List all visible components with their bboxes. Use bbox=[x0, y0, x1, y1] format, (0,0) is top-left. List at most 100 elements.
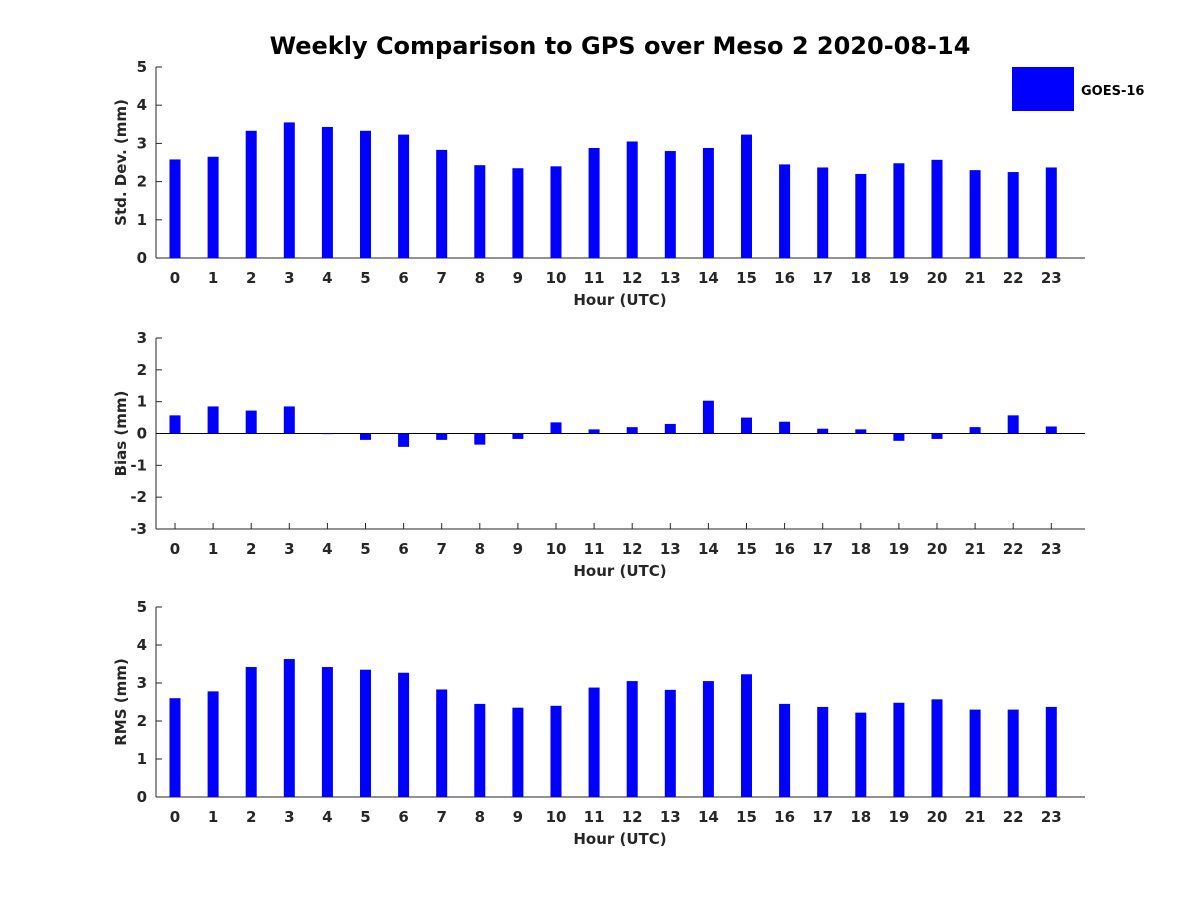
x-tick-label: 4 bbox=[322, 540, 332, 558]
legend-label: GOES-16 bbox=[1081, 84, 1144, 99]
bar bbox=[207, 156, 219, 258]
y-axis-label: RMS (mm) bbox=[112, 658, 130, 745]
x-tick-label: 17 bbox=[812, 808, 833, 826]
x-tick-label: 8 bbox=[475, 269, 485, 287]
x-tick-label: 1 bbox=[208, 540, 218, 558]
x-tick-label: 17 bbox=[812, 540, 833, 558]
x-tick-label: 8 bbox=[475, 540, 485, 558]
bar bbox=[436, 149, 448, 258]
x-tick-label: 9 bbox=[513, 808, 523, 826]
bar bbox=[512, 168, 524, 258]
x-tick-label: 6 bbox=[398, 269, 408, 287]
bar bbox=[969, 170, 981, 258]
bar bbox=[741, 417, 752, 434]
bar bbox=[474, 165, 486, 258]
x-tick-label: 7 bbox=[436, 540, 446, 558]
bar bbox=[360, 130, 371, 258]
x-tick-label: 13 bbox=[660, 540, 681, 558]
x-tick-label: 2 bbox=[246, 808, 256, 826]
y-tick-label: 4 bbox=[137, 96, 147, 114]
bar bbox=[969, 709, 981, 797]
bar bbox=[1007, 709, 1019, 797]
x-tick-label: 11 bbox=[584, 269, 605, 287]
bar bbox=[588, 147, 600, 258]
y-tick-label: 0 bbox=[137, 249, 147, 267]
bar bbox=[283, 122, 295, 258]
y-tick-label: 2 bbox=[137, 361, 147, 379]
x-tick-label: 22 bbox=[1003, 808, 1024, 826]
bar bbox=[207, 406, 219, 434]
bar bbox=[512, 707, 524, 797]
bar bbox=[817, 167, 829, 258]
x-axis-label: Hour (UTC) bbox=[573, 291, 666, 309]
x-tick-label: 19 bbox=[888, 808, 909, 826]
x-tick-label: 19 bbox=[888, 540, 909, 558]
bar bbox=[474, 703, 486, 797]
x-tick-label: 12 bbox=[622, 540, 643, 558]
bar bbox=[1045, 426, 1057, 434]
bar bbox=[321, 433, 333, 435]
bar bbox=[588, 429, 600, 434]
x-tick-label: 21 bbox=[965, 269, 986, 287]
bar bbox=[702, 147, 714, 258]
bar bbox=[741, 134, 752, 258]
bar bbox=[1045, 167, 1057, 258]
bar bbox=[855, 429, 867, 434]
x-tick-label: 10 bbox=[546, 808, 567, 826]
y-tick-label: 1 bbox=[137, 750, 147, 768]
bar bbox=[626, 141, 638, 258]
x-tick-label: 19 bbox=[888, 269, 909, 287]
y-axis-label: Std. Dev. (mm) bbox=[112, 99, 130, 226]
bar bbox=[817, 706, 829, 797]
bar bbox=[626, 427, 638, 434]
y-tick-label: 1 bbox=[137, 211, 147, 229]
x-tick-label: 22 bbox=[1003, 269, 1024, 287]
x-tick-label: 2 bbox=[246, 269, 256, 287]
y-tick-label: -3 bbox=[130, 520, 147, 538]
bar bbox=[321, 667, 333, 797]
y-tick-label: 2 bbox=[137, 173, 147, 191]
x-tick-label: 12 bbox=[622, 269, 643, 287]
x-tick-label: 11 bbox=[584, 808, 605, 826]
x-tick-label: 2 bbox=[246, 540, 256, 558]
bar bbox=[436, 433, 448, 440]
x-tick-label: 7 bbox=[436, 269, 446, 287]
bar bbox=[436, 689, 448, 797]
bar bbox=[626, 681, 638, 797]
y-tick-label: 0 bbox=[137, 788, 147, 806]
bar bbox=[855, 173, 867, 258]
x-tick-label: 10 bbox=[546, 540, 567, 558]
bar bbox=[779, 164, 791, 258]
x-tick-label: 5 bbox=[360, 269, 370, 287]
x-tick-label: 17 bbox=[812, 269, 833, 287]
bar bbox=[931, 433, 943, 439]
bar bbox=[588, 687, 600, 797]
bar bbox=[779, 703, 791, 797]
bar bbox=[169, 415, 181, 434]
y-axis-label: Bias (mm) bbox=[112, 391, 130, 477]
y-tick-label: -1 bbox=[130, 456, 147, 474]
y-tick-label: 4 bbox=[137, 636, 147, 654]
x-tick-label: 16 bbox=[774, 540, 795, 558]
bar bbox=[664, 423, 676, 434]
bar bbox=[398, 134, 410, 258]
x-tick-label: 3 bbox=[284, 808, 294, 826]
x-tick-label: 23 bbox=[1041, 808, 1062, 826]
bar bbox=[855, 712, 867, 797]
x-tick-label: 3 bbox=[284, 269, 294, 287]
x-tick-label: 23 bbox=[1041, 269, 1062, 287]
x-tick-label: 21 bbox=[965, 808, 986, 826]
bar bbox=[245, 130, 257, 258]
bar bbox=[741, 674, 752, 797]
x-tick-label: 1 bbox=[208, 269, 218, 287]
bar bbox=[550, 705, 562, 797]
bar bbox=[398, 433, 410, 447]
bar bbox=[893, 163, 905, 258]
x-tick-label: 1 bbox=[208, 808, 218, 826]
x-tick-label: 6 bbox=[398, 540, 408, 558]
bar bbox=[1007, 172, 1019, 258]
